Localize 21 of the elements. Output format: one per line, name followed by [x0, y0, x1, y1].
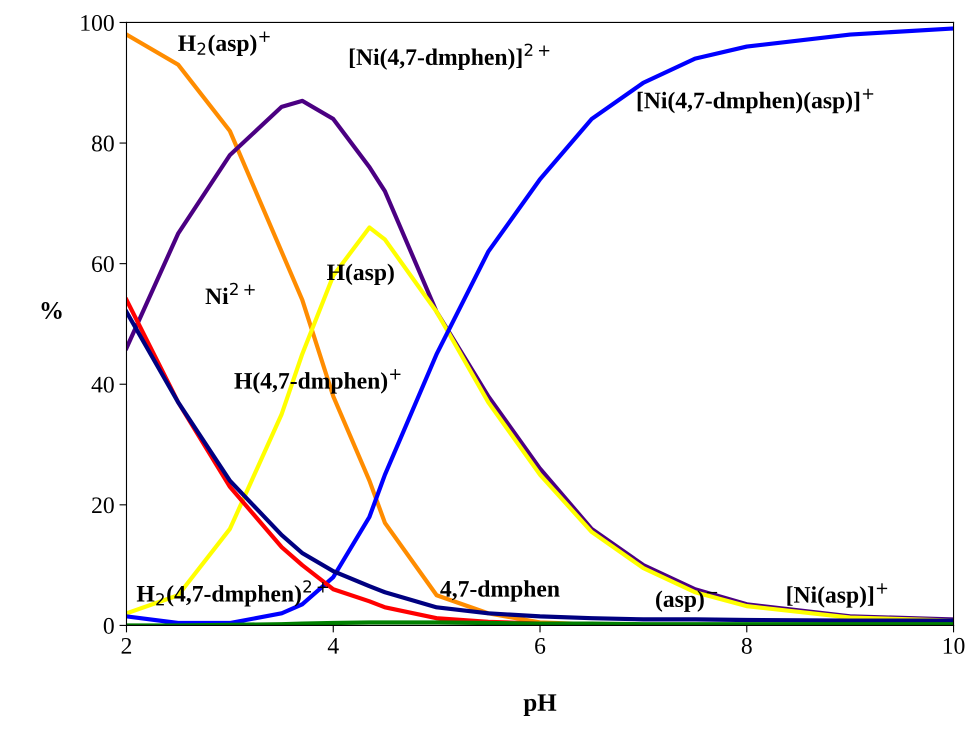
- y-tick-label: 100: [81, 14, 114, 31]
- annotation: 4,7-dmphen: [440, 580, 560, 602]
- annotation: [Ni(asp)]$^{+}$: [787, 583, 888, 608]
- x-axis-title: pH: [524, 694, 556, 716]
- annotation: (asp)$^{−}$: [656, 590, 718, 612]
- annotation: [Ni(4,7-dmphen)]$^{2+}$: [350, 44, 550, 70]
- x-tick-label: 2: [122, 638, 132, 654]
- y-tick-label: 20: [92, 497, 114, 514]
- y-tick-label: 0: [104, 618, 114, 634]
- x-tick-label: 4: [328, 638, 339, 654]
- annotation: H$_{2}$(asp)$^{+}$: [178, 32, 270, 56]
- x-tick-label: 6: [535, 638, 546, 654]
- x-tick-label: 8: [742, 638, 752, 654]
- annotation: [Ni(4,7-dmphen)(asp)]$^{+}$: [638, 88, 874, 114]
- y-axis-title: %: [42, 302, 62, 319]
- x-tick-label: 10: [944, 638, 964, 654]
- line-series: [126, 310, 954, 623]
- annotation: Ni$^{2+}$: [206, 282, 255, 304]
- y-tick-label: 80: [92, 136, 114, 152]
- y-tick-label: 60: [92, 256, 114, 272]
- y-tick-label: 40: [92, 376, 114, 393]
